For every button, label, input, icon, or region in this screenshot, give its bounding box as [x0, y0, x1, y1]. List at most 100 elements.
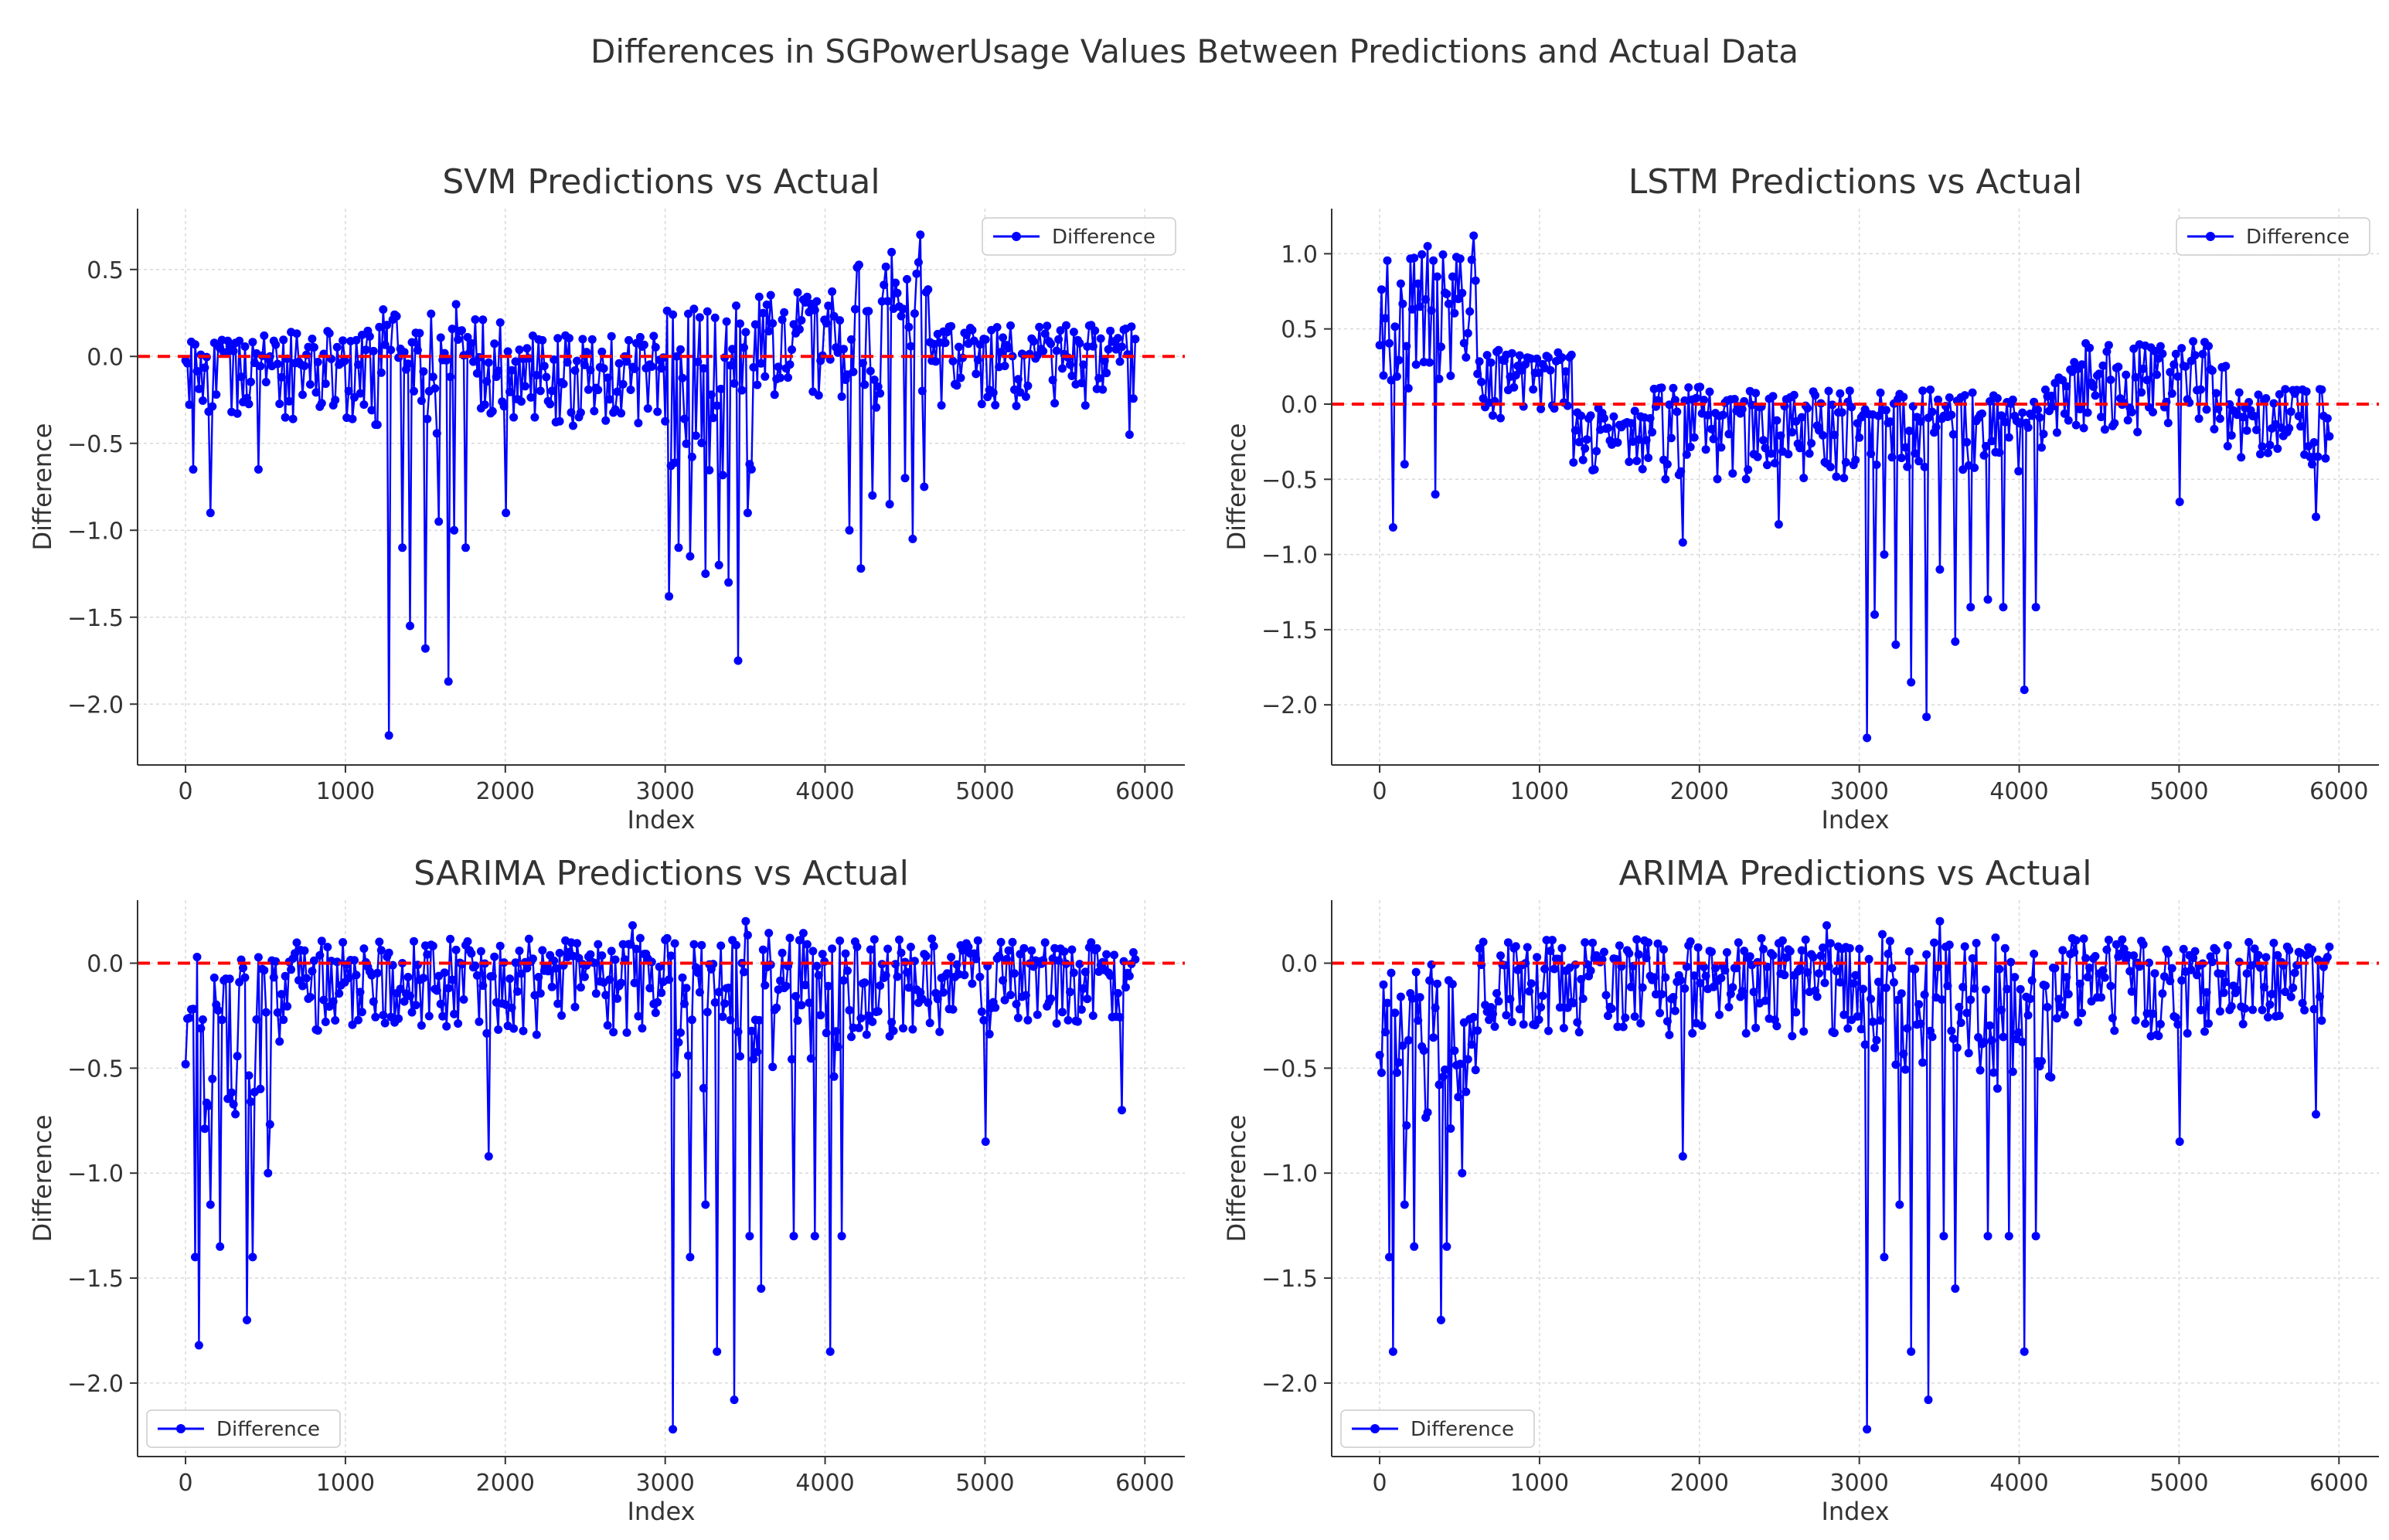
data-point: [2261, 394, 2271, 403]
data-point: [910, 309, 919, 318]
data-point: [1826, 462, 1835, 471]
data-point: [1784, 450, 1793, 459]
data-point: [419, 974, 428, 983]
data-point: [1402, 342, 1411, 351]
data-point: [1088, 342, 1098, 351]
data-point: [467, 338, 476, 348]
data-point: [1983, 1232, 1993, 1241]
data-point: [1993, 394, 2002, 403]
data-point: [1962, 1008, 1972, 1018]
data-point: [1012, 1000, 1021, 1008]
data-point: [406, 621, 414, 631]
data-point: [893, 288, 902, 297]
data-point: [534, 973, 543, 981]
legend-marker-swatch: [1012, 232, 1021, 241]
data-point: [814, 971, 823, 980]
data-point: [2102, 347, 2112, 356]
data-point: [1094, 374, 1104, 382]
data-point: [975, 972, 985, 981]
data-point: [948, 1005, 958, 1014]
data-point: [788, 345, 796, 354]
data-point: [1948, 1034, 1958, 1043]
data-point: [311, 388, 321, 397]
data-point: [1618, 1022, 1628, 1032]
data-point: [2175, 1137, 2184, 1146]
data-point: [1761, 996, 1770, 1005]
data-point: [281, 413, 290, 422]
data-point: [2018, 408, 2027, 417]
x-tick-label: 6000: [2309, 778, 2368, 805]
data-point: [1554, 954, 1563, 964]
data-point: [1863, 1425, 1872, 1434]
data-point: [1027, 946, 1036, 955]
x-axis-label: Index: [627, 805, 695, 835]
data-point: [1462, 353, 1471, 362]
data-point: [839, 976, 848, 985]
data-point: [635, 933, 645, 943]
data-point: [2056, 1002, 2065, 1011]
data-point: [1874, 411, 1883, 420]
data-point: [979, 1015, 989, 1025]
data-point: [1398, 1041, 1407, 1050]
data-point: [1383, 998, 1392, 1008]
data-point: [2321, 454, 2330, 463]
data-point: [1471, 1066, 1480, 1075]
data-point: [2018, 1038, 2027, 1046]
data-point: [1469, 1012, 1479, 1022]
data-point: [2269, 399, 2278, 408]
data-point: [833, 1042, 842, 1052]
data-point: [693, 357, 703, 366]
data-point: [538, 946, 547, 955]
data-point: [1450, 1046, 1459, 1056]
data-point: [2095, 369, 2104, 379]
svm-chart: SVM Predictions vs Actual 0 1000 2000 3000 40…: [28, 162, 1185, 835]
data-point: [1666, 433, 1676, 443]
data-point: [2323, 953, 2332, 962]
data-point: [972, 954, 981, 964]
data-point: [814, 391, 823, 400]
x-tick-label: 4000: [795, 778, 854, 805]
data-point: [1586, 411, 1595, 420]
data-point: [2296, 422, 2306, 431]
data-point: [622, 1028, 631, 1037]
data-point: [1899, 393, 1908, 402]
data-point: [1741, 474, 1751, 484]
data-point: [2171, 1013, 2180, 1022]
data-point: [1114, 334, 1122, 343]
data-point: [900, 474, 910, 483]
data-point: [359, 944, 369, 954]
data-point: [868, 491, 877, 500]
data-point: [1676, 467, 1686, 476]
data-point: [866, 945, 875, 954]
data-point: [1801, 935, 1810, 944]
data-point: [1868, 1017, 1877, 1026]
data-point: [1058, 1008, 1067, 1017]
data-point: [964, 942, 973, 951]
data-point: [810, 1232, 819, 1241]
legend: Difference: [1340, 1409, 1535, 1448]
data-point: [1013, 375, 1023, 384]
data-point: [741, 328, 750, 337]
data-point: [1390, 1008, 1400, 1018]
data-point: [332, 342, 342, 352]
data-point: [384, 731, 393, 740]
data-point: [2129, 951, 2139, 960]
data-point: [1690, 971, 1699, 981]
data-point: [904, 983, 914, 992]
data-point: [212, 390, 221, 399]
data-point: [1523, 943, 1532, 952]
data-point: [736, 319, 744, 328]
data-point: [2020, 1347, 2029, 1356]
data-point: [2252, 425, 2261, 434]
data-point: [2285, 946, 2294, 954]
chart-title: LSTM Predictions vs Actual: [1628, 162, 2083, 202]
data-point: [1931, 423, 1941, 432]
data-point: [1979, 1038, 1989, 1047]
data-point: [1916, 417, 1925, 426]
data-point: [1410, 1242, 1419, 1251]
y-tick-label: −0.5: [67, 431, 124, 458]
data-point: [1682, 450, 1691, 459]
data-point: [1427, 306, 1436, 315]
data-point: [451, 300, 461, 309]
data-point: [277, 372, 286, 382]
